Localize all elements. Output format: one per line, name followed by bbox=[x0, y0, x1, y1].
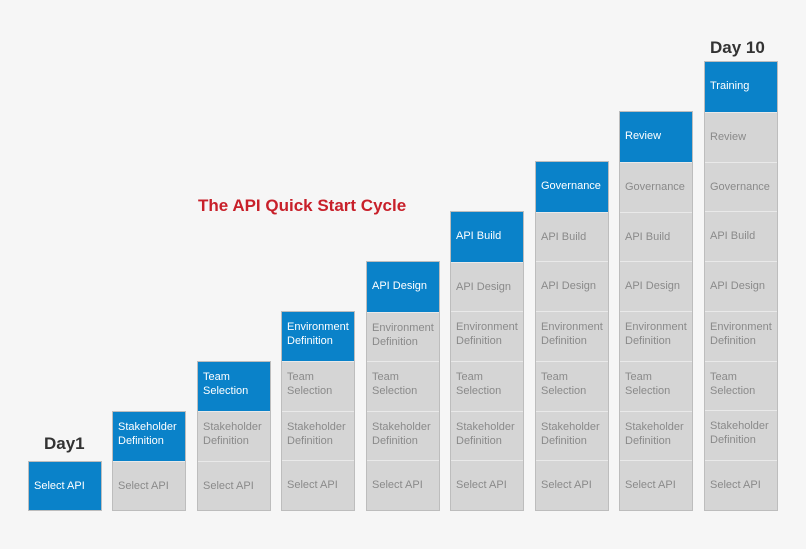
active-step-cell: Select API bbox=[29, 462, 101, 510]
day-end-label: Day 10 bbox=[710, 38, 765, 57]
completed-step-cell: Stakeholder Definition bbox=[620, 410, 692, 461]
completed-step-cell: Team Selection bbox=[282, 361, 354, 411]
completed-step-cell: Stakeholder Definition bbox=[451, 410, 523, 461]
completed-step-cell: Select API bbox=[198, 460, 270, 510]
completed-step-cell: Team Selection bbox=[367, 361, 439, 411]
completed-step-cell: Team Selection bbox=[705, 360, 777, 411]
completed-step-cell: Stakeholder Definition bbox=[705, 410, 777, 461]
active-step-cell: Team Selection bbox=[198, 362, 270, 412]
completed-step-cell: Select API bbox=[367, 460, 439, 510]
completed-step-cell: Environment Definition bbox=[451, 311, 523, 362]
active-step-cell: API Design bbox=[367, 262, 439, 312]
completed-step-cell: Environment Definition bbox=[367, 311, 439, 362]
completed-step-cell: Select API bbox=[705, 460, 777, 510]
step-column: API Design Environment Definition Team Sel… bbox=[366, 261, 440, 511]
completed-step-cell: Stakeholder Definition bbox=[282, 410, 354, 461]
completed-step-cell: Environment Definition bbox=[536, 311, 608, 361]
step-column: Governance API Build API Design Environment… bbox=[535, 161, 609, 511]
active-step-cell: Environment Definition bbox=[282, 312, 354, 362]
completed-step-cell: API Design bbox=[451, 261, 523, 312]
completed-step-cell: Stakeholder Definition bbox=[536, 410, 608, 461]
completed-step-cell: Review bbox=[705, 111, 777, 162]
completed-step-cell: API Design bbox=[536, 261, 608, 312]
completed-step-cell: API Build bbox=[705, 211, 777, 262]
completed-step-cell: Select API bbox=[536, 460, 608, 510]
active-step-cell: API Build bbox=[451, 212, 523, 262]
step-column: API Build API Design Environment Definitio… bbox=[450, 211, 524, 511]
completed-step-cell: Team Selection bbox=[451, 361, 523, 411]
step-column: Select API bbox=[28, 461, 102, 511]
step-column: Review Governance API Build API Design Envir… bbox=[619, 111, 693, 511]
active-step-cell: Review bbox=[620, 112, 692, 162]
active-step-cell: Training bbox=[705, 62, 777, 112]
step-column: Stakeholder Definition Select API bbox=[112, 411, 186, 511]
completed-step-cell: Select API bbox=[113, 460, 185, 510]
completed-step-cell: Environment Definition bbox=[705, 310, 777, 361]
completed-step-cell: Team Selection bbox=[620, 360, 692, 411]
completed-step-cell: Environment Definition bbox=[620, 311, 692, 361]
completed-step-cell: Select API bbox=[451, 460, 523, 510]
completed-step-cell: Stakeholder Definition bbox=[367, 410, 439, 461]
active-step-cell: Stakeholder Definition bbox=[113, 412, 185, 461]
completed-step-cell: Select API bbox=[282, 460, 354, 510]
completed-step-cell: API Build bbox=[620, 211, 692, 262]
active-step-cell: Governance bbox=[536, 162, 608, 212]
completed-step-cell: Stakeholder Definition bbox=[198, 411, 270, 461]
completed-step-cell: API Design bbox=[705, 261, 777, 311]
day-start-label: Day1 bbox=[44, 434, 85, 453]
step-column: Team Selection Stakeholder Definition Sele… bbox=[197, 361, 271, 511]
completed-step-cell: Select API bbox=[620, 460, 692, 511]
completed-step-cell: Governance bbox=[620, 161, 692, 212]
completed-step-cell: API Build bbox=[536, 211, 608, 262]
completed-step-cell: Governance bbox=[705, 161, 777, 212]
step-column: Training Review Governance API Build API Des… bbox=[704, 61, 778, 511]
diagram-title: The API Quick Start Cycle bbox=[198, 196, 407, 215]
step-column: Environment Definition Team Selection Stak… bbox=[281, 311, 355, 511]
completed-step-cell: API Design bbox=[620, 261, 692, 312]
completed-step-cell: Team Selection bbox=[536, 360, 608, 411]
